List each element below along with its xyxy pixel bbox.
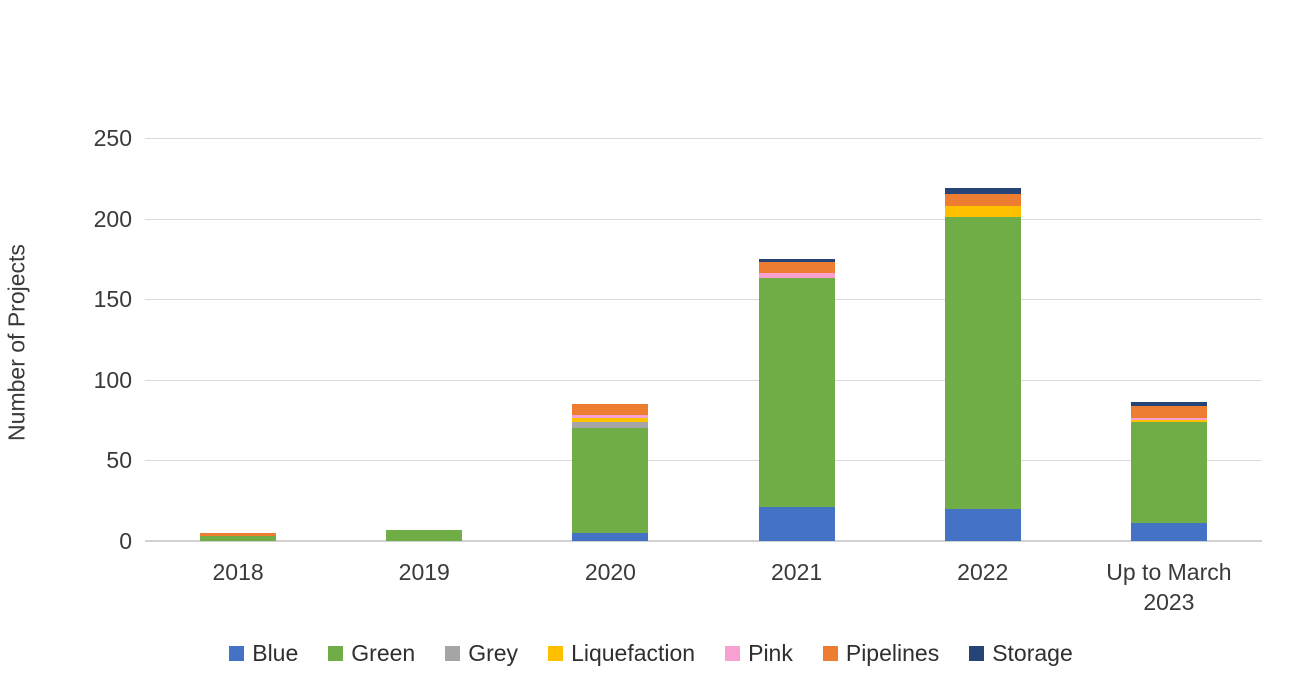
legend-item-pipelines: Pipelines [822,640,940,667]
legend-label: Green [351,640,416,666]
legend-item-grey: Grey [445,640,518,667]
legend: Blue Green Grey Liquefaction Pink Pipelines St… [0,640,1302,667]
bar-segment-pipelines-2022 [944,194,1021,206]
legend-swatch-icon [725,646,741,661]
gridline [145,460,1262,462]
legend-label: Blue [252,640,299,666]
legend-item-blue: Blue [229,640,298,667]
bar-segment-storage-up-to-march-2023 [1130,402,1207,406]
legend-label: Storage [992,640,1073,666]
y-axis-title: Number of Projects [3,244,30,441]
bar-segment-storage-2022 [944,187,1021,195]
bar-segment-blue-2020 [572,532,649,541]
y-tick-label: 150 [93,286,132,313]
bar-segment-pipelines-2021 [758,262,835,274]
y-tick-label: 0 [119,528,132,554]
gridline [145,138,1262,139]
bar-segment-blue-2021 [758,507,835,541]
legend-label: Grey [468,640,519,666]
legend-swatch-icon [822,646,838,661]
x-axis-line [145,540,1262,542]
legend-item-pink: Pink [725,640,793,667]
y-tick-label: 250 [93,125,132,151]
bar-segment-green-2019 [386,529,463,541]
legend-item-liquefaction: Liquefaction [548,640,695,667]
bar-segment-green-2022 [944,216,1021,509]
legend-swatch-icon [445,646,461,661]
y-tick-label: 100 [93,366,132,393]
legend-item-green: Green [328,640,415,667]
bar-segment-green-2018 [200,536,277,541]
gridline [145,379,1262,381]
gridline [145,299,1262,301]
bar-segment-pipelines-2018 [200,532,277,537]
legend-label: Pipelines [845,640,940,666]
bar-segment-blue-up-to-march-2023 [1130,523,1207,541]
legend-label: Liquefaction [571,640,696,666]
legend-swatch-icon [548,646,564,661]
x-axis-label: 2018 [212,559,264,585]
gridline [145,218,1262,220]
bar-segment-green-up-to-march-2023 [1130,421,1207,524]
bar-segment-liquefaction-2020 [572,418,649,422]
y-tick-label: 200 [93,205,132,232]
legend-swatch-icon [328,646,344,661]
legend-swatch-icon [229,646,245,661]
bar-segment-pipelines-2020 [572,403,649,416]
x-axis-label: 2022 [957,559,1009,585]
bar-segment-pipelines-up-to-march-2023 [1130,405,1207,419]
bar-segment-pink-2021 [758,273,835,279]
x-axis-label: 2019 [398,559,450,585]
bar-segment-pink-2020 [572,415,649,419]
legend-item-storage: Storage [969,640,1073,667]
bar-segment-pink-up-to-march-2023 [1130,418,1207,421]
x-axis-label: 2020 [584,559,636,585]
x-axis-label: Up to March 2023 [1106,559,1232,615]
legend-label: Pink [748,640,793,666]
legend-swatch-icon [969,646,985,661]
bar-segment-blue-2022 [944,508,1021,541]
bar-segment-grey-2020 [572,421,649,429]
bar-segment-liquefaction-up-to-march-2023 [1130,420,1207,422]
bar-segment-green-2020 [572,428,649,533]
bar-segment-liquefaction-2022 [944,205,1021,217]
y-tick-label: 50 [106,447,132,474]
bar-segment-green-2021 [758,278,835,508]
bar-segment-storage-2021 [758,258,835,263]
x-axis-label: 2021 [770,559,823,585]
